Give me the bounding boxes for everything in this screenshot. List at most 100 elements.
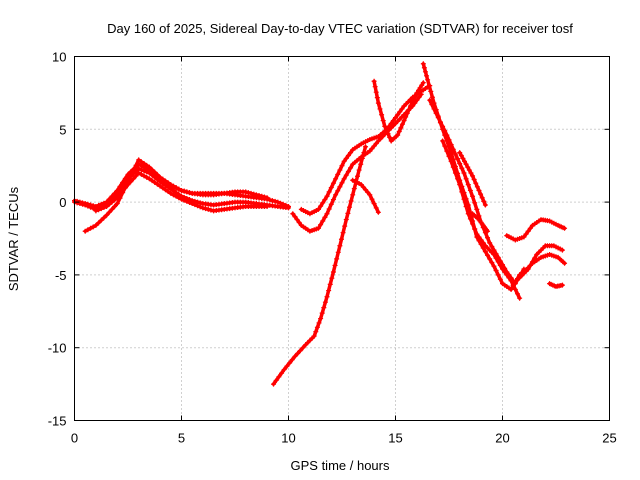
data-point bbox=[149, 172, 155, 178]
data-point bbox=[448, 158, 454, 164]
data-point bbox=[335, 188, 341, 194]
data-point bbox=[422, 69, 428, 75]
data-point bbox=[401, 118, 407, 124]
data-point bbox=[452, 170, 458, 176]
data-point bbox=[472, 200, 478, 206]
data-point bbox=[276, 374, 282, 380]
data-point bbox=[96, 220, 102, 226]
data-point bbox=[417, 85, 423, 91]
data-point bbox=[141, 161, 147, 167]
data-point bbox=[350, 192, 356, 198]
data-point bbox=[470, 221, 476, 227]
data-point bbox=[162, 178, 168, 184]
plot-area bbox=[72, 61, 568, 387]
data-point bbox=[330, 197, 336, 203]
data-point bbox=[369, 196, 375, 202]
data-point bbox=[187, 199, 193, 205]
data-point bbox=[179, 196, 184, 202]
data-point bbox=[487, 256, 493, 262]
data-point bbox=[313, 329, 319, 335]
data-point bbox=[521, 234, 527, 240]
data-point bbox=[458, 153, 464, 159]
data-point bbox=[345, 169, 351, 175]
data-point bbox=[85, 203, 91, 209]
data-point bbox=[465, 164, 471, 170]
data-point bbox=[463, 161, 469, 167]
data-point bbox=[281, 367, 287, 373]
data-point bbox=[377, 106, 383, 112]
data-point bbox=[324, 193, 330, 199]
data-point bbox=[358, 161, 364, 167]
data-point bbox=[393, 115, 398, 121]
data-point bbox=[485, 235, 491, 241]
data-point bbox=[149, 178, 155, 184]
series-trace-18 bbox=[547, 281, 565, 290]
data-point bbox=[338, 236, 344, 242]
data-point bbox=[341, 158, 347, 164]
data-point bbox=[82, 228, 88, 234]
data-point bbox=[459, 189, 465, 195]
data-point bbox=[318, 222, 324, 228]
data-point bbox=[128, 179, 134, 185]
data-point bbox=[425, 77, 431, 83]
data-point bbox=[88, 204, 94, 210]
data-point bbox=[292, 214, 298, 220]
data-point bbox=[136, 166, 142, 172]
data-point bbox=[497, 262, 503, 268]
data-point bbox=[446, 137, 452, 143]
data-point bbox=[448, 142, 454, 148]
data-point bbox=[512, 286, 518, 292]
data-point bbox=[144, 174, 150, 180]
data-point bbox=[339, 163, 345, 169]
data-point bbox=[468, 170, 474, 176]
data-point bbox=[478, 191, 484, 197]
data-point bbox=[455, 156, 461, 162]
data-point bbox=[374, 95, 380, 101]
data-point bbox=[450, 164, 456, 170]
data-point bbox=[330, 269, 336, 275]
data-point bbox=[290, 211, 296, 217]
data-point bbox=[289, 357, 295, 363]
data-point bbox=[165, 180, 171, 186]
data-point bbox=[372, 84, 378, 90]
data-point bbox=[491, 263, 497, 269]
axis-ticks: 0 5 10 15 20 25 -15 -10 -5 0 5 10 bbox=[48, 50, 617, 446]
data-point bbox=[333, 176, 339, 182]
data-point bbox=[197, 204, 203, 210]
data-point bbox=[525, 228, 531, 234]
data-point bbox=[373, 89, 379, 95]
data-point bbox=[273, 377, 279, 383]
data-point bbox=[141, 173, 147, 179]
data-point bbox=[412, 93, 418, 99]
series-trace-16 bbox=[517, 243, 565, 281]
data-point bbox=[176, 195, 182, 201]
data-point bbox=[322, 214, 328, 220]
data-point bbox=[467, 187, 473, 193]
data-point bbox=[482, 249, 488, 255]
data-point bbox=[85, 227, 91, 233]
data-point bbox=[101, 205, 107, 211]
data-point bbox=[292, 353, 298, 359]
data-point bbox=[387, 134, 393, 140]
data-point bbox=[296, 219, 302, 225]
data-point bbox=[332, 262, 338, 268]
data-point bbox=[184, 198, 190, 204]
data-point bbox=[264, 195, 270, 201]
data-point bbox=[355, 173, 361, 179]
data-point bbox=[461, 170, 467, 176]
data-point bbox=[138, 167, 144, 173]
data-point bbox=[379, 112, 385, 118]
data-point bbox=[322, 197, 328, 203]
data-point bbox=[160, 176, 166, 182]
data-point bbox=[181, 197, 187, 203]
data-point bbox=[170, 192, 176, 198]
data-point bbox=[144, 162, 150, 168]
data-point bbox=[168, 186, 174, 192]
data-point bbox=[426, 83, 432, 89]
data-point bbox=[326, 206, 332, 212]
data-point bbox=[261, 194, 267, 200]
data-point bbox=[152, 174, 158, 180]
data-point bbox=[109, 206, 115, 212]
data-point bbox=[128, 173, 134, 179]
data-point bbox=[345, 210, 351, 216]
